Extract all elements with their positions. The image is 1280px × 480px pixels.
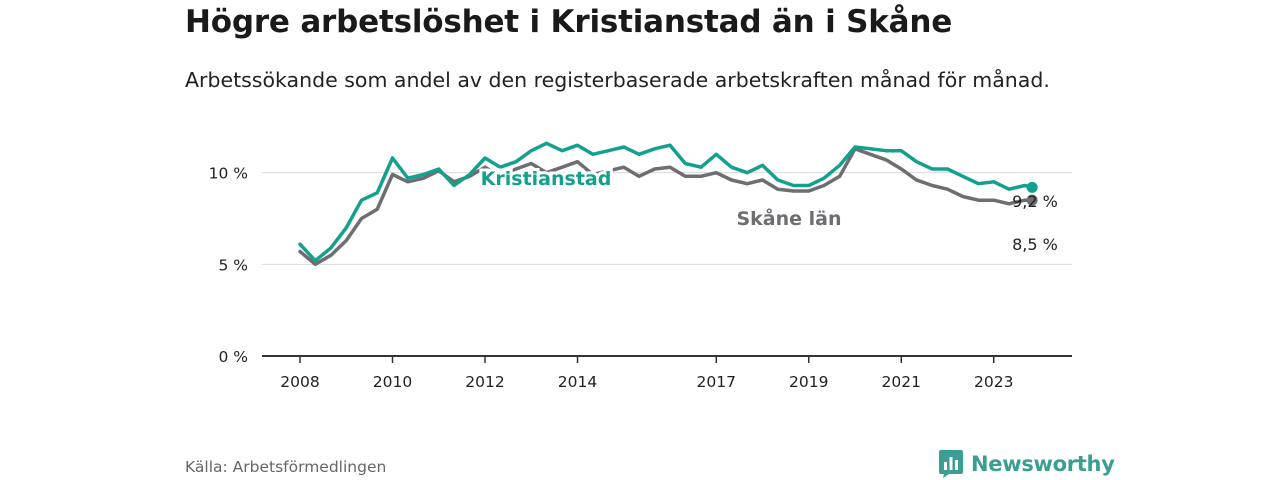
y-tick-label: 10 % [209,165,248,183]
newsworthy-logo-icon [939,450,963,478]
x-tick-label: 2017 [697,373,736,391]
end-label-skane: 8,5 % [1012,235,1058,254]
series-labels: Kristianstad Skåne län 9,2 % 8,5 % [478,165,1058,254]
gridlines [262,172,1072,265]
end-label-kristianstad: 9,2 % [1012,192,1058,211]
x-tick-label: 2019 [789,373,828,391]
x-tick-label: 2012 [465,373,504,391]
series-end-point-skane [1026,194,1038,206]
x-axis: 2008 2010 2012 2014 2017 2019 2021 2023 [262,355,1072,391]
newsworthy-logo: Newsworthy [938,449,1115,479]
series-label-skane: Skåne län [736,206,841,230]
y-tick-label: 5 % [218,256,248,274]
newsworthy-logo-text: Newsworthy [971,452,1115,476]
y-axis-ticks: 0 % 5 % 10 % [209,165,248,366]
x-tick-label: 2014 [558,373,597,391]
series-line-skane [298,147,1034,267]
x-tick-label: 2023 [974,373,1013,391]
x-tick-label: 2008 [280,373,319,391]
x-tick-label: 2010 [373,373,412,391]
y-tick-label: 0 % [218,348,248,366]
x-tick-label: 2021 [882,373,921,391]
series-label-kristianstad: Kristianstad [481,168,612,190]
chart-title: Högre arbetslöshet i Kristianstad än i S… [185,4,953,40]
source-note: Källa: Arbetsförmedlingen [185,458,387,476]
series-lines [298,141,1038,267]
series-line-kristianstad [298,141,1034,263]
series-end-point-kristianstad [1026,181,1038,193]
chart-subtitle: Arbetssökande som andel av den registerb… [185,68,1050,92]
